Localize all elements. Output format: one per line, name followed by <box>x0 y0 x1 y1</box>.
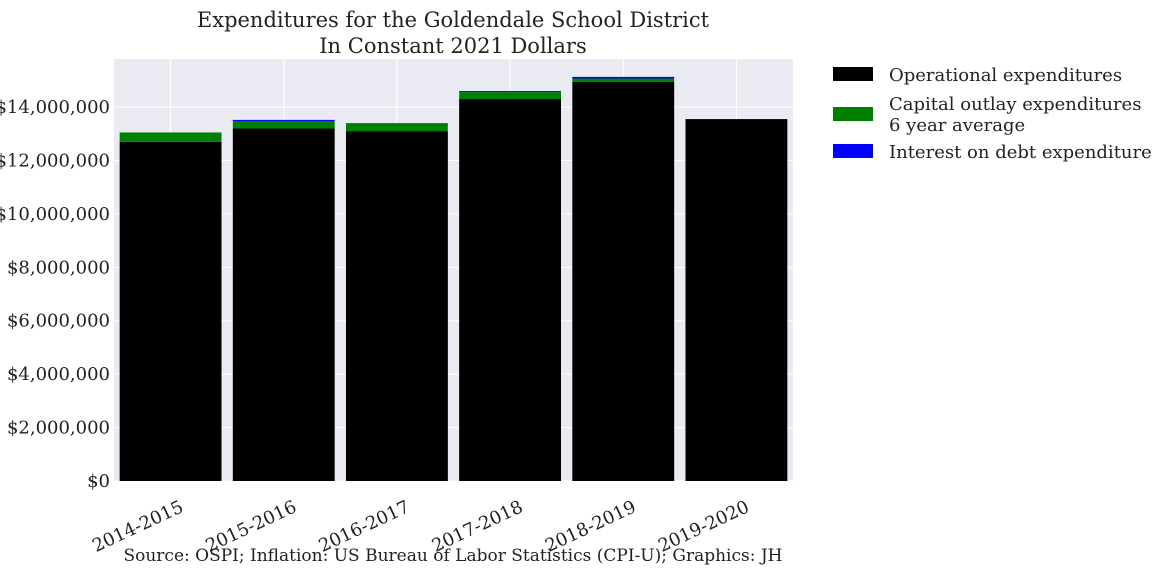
bar-2016-2017-series-0 <box>345 131 448 481</box>
legend-label: 6 year average <box>889 115 1025 136</box>
bar-2018-2019-series-2 <box>572 76 675 79</box>
bar-2014-2015-series-0 <box>119 141 222 481</box>
legend-swatch <box>833 107 873 121</box>
y-tick-label: $14,000,000 <box>0 97 110 118</box>
legend-label: Operational expenditures <box>889 65 1122 86</box>
y-tick-label: $8,000,000 <box>7 257 110 278</box>
chart-title-line-1: Expenditures for the Goldendale School D… <box>197 8 710 32</box>
bar-2019-2020-series-0 <box>685 119 788 481</box>
y-tick-label: $12,000,000 <box>0 150 110 171</box>
plot-background <box>114 59 793 481</box>
y-tick-label: $2,000,000 <box>7 418 110 439</box>
bar-2016-2017-series-1 <box>345 123 448 132</box>
bars <box>119 76 788 482</box>
y-tick-label: $4,000,000 <box>7 364 110 385</box>
bar-2014-2015-series-1 <box>119 132 222 142</box>
bar-2015-2016-series-1 <box>232 120 335 129</box>
bar-2017-2018-series-1 <box>459 92 562 100</box>
y-tick-labels: $0 $2,000,000 $4,000,000 $6,000,000 $8,000,0… <box>0 97 110 492</box>
bar-2015-2016-series-2 <box>232 119 335 121</box>
bar-2015-2016-series-0 <box>232 128 335 481</box>
legend-label: Interest on debt expenditures <box>889 142 1152 163</box>
bar-2018-2019-series-0 <box>572 81 675 482</box>
legend-swatch <box>833 144 873 158</box>
source-caption: Source: OSPI; Inflation: US Bureau of La… <box>123 546 782 566</box>
y-tick-label: $10,000,000 <box>0 204 110 225</box>
legend-label: Capital outlay expenditures <box>889 94 1141 115</box>
legend-swatch <box>833 67 873 81</box>
legend: Operational expenditures Capital outlay e… <box>833 65 1152 163</box>
bar-2018-2019-series-1 <box>572 78 675 82</box>
bar-2017-2018-series-0 <box>459 99 562 481</box>
chart-title-line-2: In Constant 2021 Dollars <box>319 34 586 58</box>
y-tick-label: $0 <box>87 471 110 492</box>
bar-2017-2018-series-2 <box>459 91 562 93</box>
y-tick-label: $6,000,000 <box>7 311 110 332</box>
